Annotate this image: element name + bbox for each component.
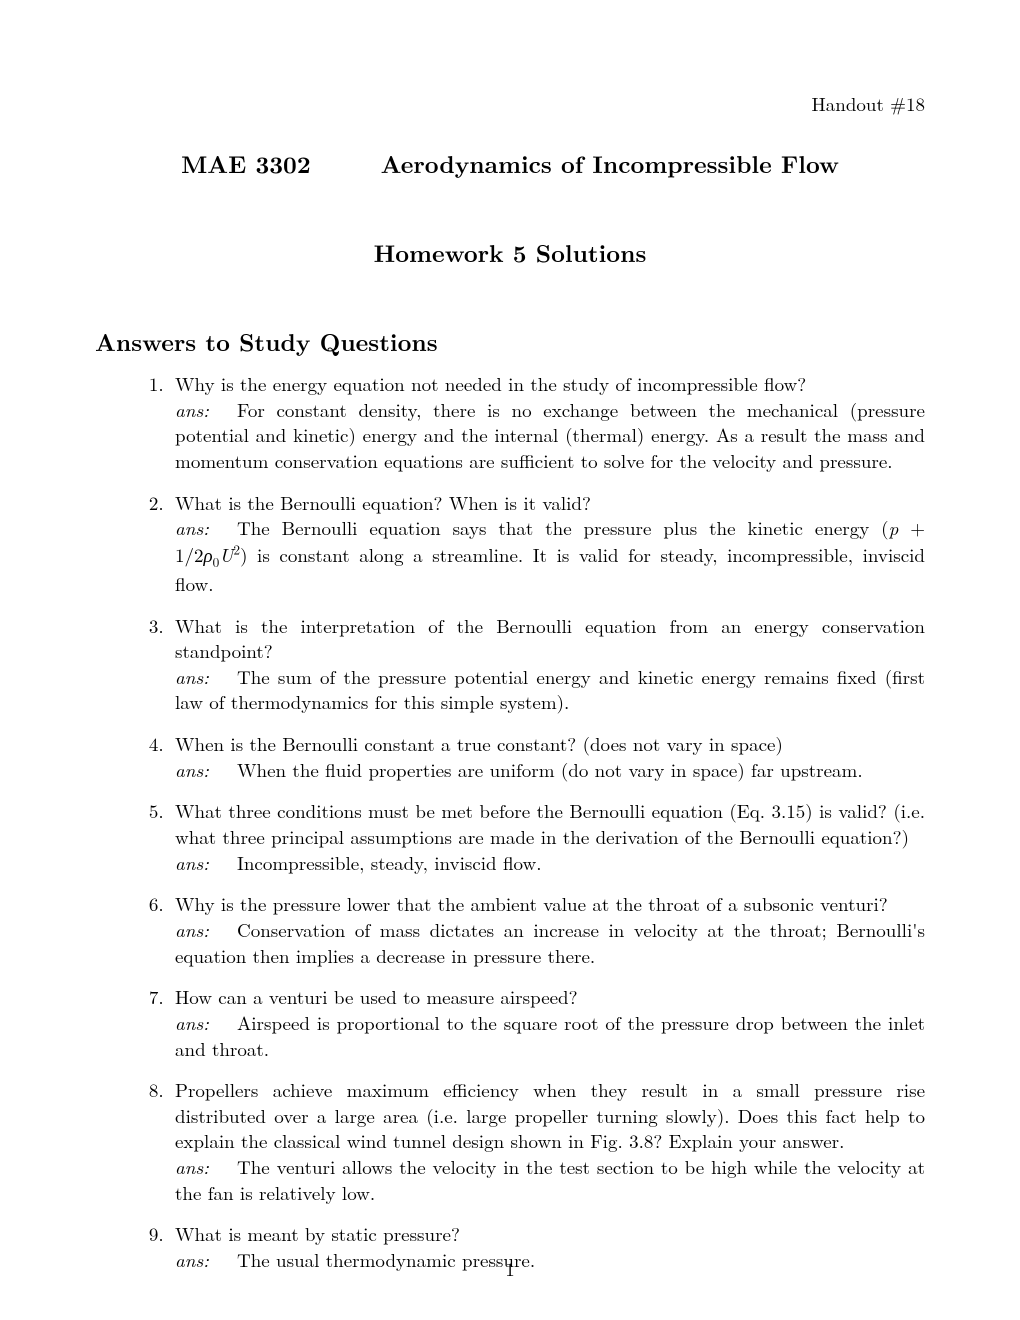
- question-list: Why is the energy equation not needed in…: [95, 371, 925, 1273]
- question-text: What three conditions must be met before…: [175, 797, 925, 850]
- question-item: How can a venturi be used to measure air…: [170, 984, 925, 1061]
- answer-text: Incompressible, steady, inviscid flow.: [237, 849, 541, 876]
- answer-text: For constant density, there is no exchan…: [175, 396, 925, 474]
- document-page: Handout #18 MAE 3302 Aerodynamics of Inc…: [0, 0, 1020, 1320]
- answer-label: ans:: [175, 849, 209, 876]
- answer-label: ans:: [175, 756, 209, 783]
- question-item: When is the Bernoulli constant a true co…: [170, 731, 925, 782]
- answer-label: ans:: [175, 514, 209, 541]
- answer-label: ans:: [175, 1009, 209, 1036]
- question-text: Propellers achieve maximum efficiency wh…: [175, 1076, 925, 1154]
- question-item: What three conditions must be met before…: [170, 798, 925, 875]
- question-item: Propellers achieve maximum efficiency wh…: [170, 1077, 925, 1205]
- question-text: What is meant by static pressure?: [175, 1220, 460, 1247]
- section-title: Answers to Study Questions: [95, 325, 925, 359]
- question-text: Why is the pressure lower that the ambie…: [175, 890, 888, 917]
- course-title: Aerodynamics of Incompressible Flow: [381, 147, 839, 181]
- question-text: Why is the energy equation not needed in…: [175, 370, 806, 397]
- answer-label: ans:: [175, 1153, 209, 1180]
- question-item: Why is the energy equation not needed in…: [170, 371, 925, 474]
- answer-text: The sum of the pressure potential energy…: [175, 663, 925, 716]
- answer-label: ans:: [175, 396, 209, 423]
- answer-text: The venturi allows the velocity in the t…: [175, 1153, 925, 1206]
- title-row: MAE 3302 Aerodynamics of Incompressible …: [95, 147, 925, 181]
- answer-label: ans:: [175, 916, 209, 943]
- handout-label: Handout #18: [95, 90, 925, 117]
- course-code: MAE 3302: [181, 147, 311, 181]
- homework-title: Homework 5 Solutions: [95, 236, 925, 270]
- answer-label: ans:: [175, 663, 209, 690]
- question-text: What is the interpretation of the Bernou…: [175, 612, 925, 665]
- answer-text: When the fluid properties are uniform (d…: [237, 756, 863, 783]
- question-text: What is the Bernoulli equation? When is …: [175, 489, 591, 516]
- answer-text: The Bernoulli equation says that the pre…: [175, 514, 925, 597]
- question-item: Why is the pressure lower that the ambie…: [170, 891, 925, 968]
- answer-text: Airspeed is proportional to the square r…: [175, 1009, 925, 1062]
- question-text: When is the Bernoulli constant a true co…: [175, 730, 783, 757]
- question-text: How can a venturi be used to measure air…: [175, 983, 578, 1010]
- answer-text: Conservation of mass dictates an increas…: [175, 916, 925, 969]
- page-number: 1: [0, 1255, 1020, 1282]
- question-item: What is the Bernoulli equation? When is …: [170, 490, 925, 597]
- question-item: What is the interpretation of the Bernou…: [170, 613, 925, 716]
